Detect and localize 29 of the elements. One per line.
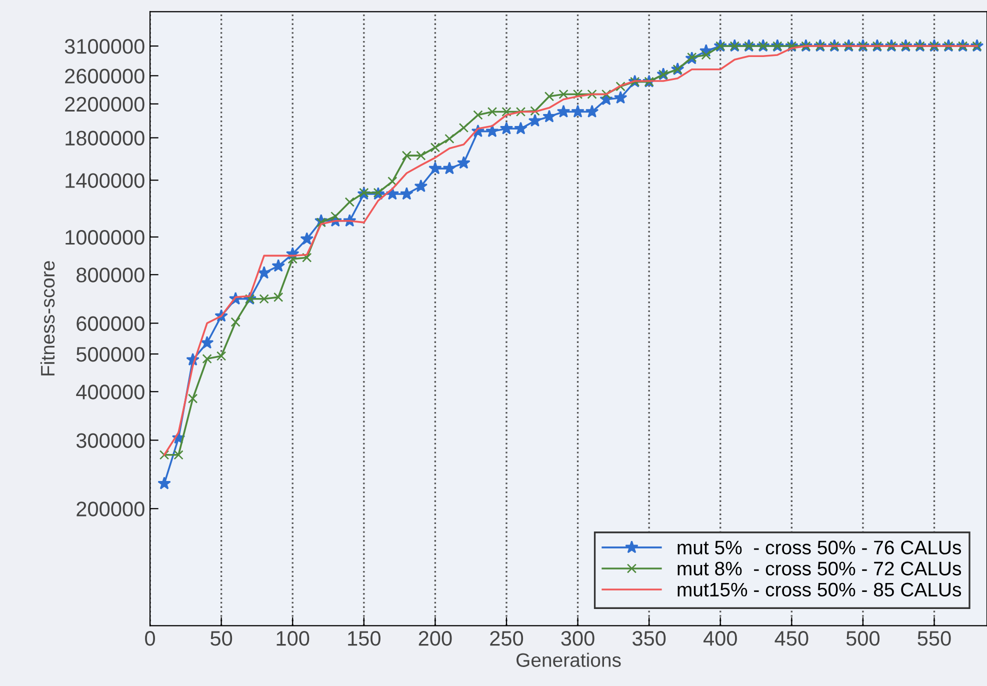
x-tick-label: 500 <box>846 631 880 646</box>
y-tick-label: 2600000 <box>65 68 144 84</box>
x-tick-label: 0 <box>145 631 156 646</box>
x-tick-label: 400 <box>703 631 737 646</box>
legend-label: mut 5% - cross 50% - 76 CALUs <box>678 540 962 554</box>
x-tick-label: 550 <box>918 631 951 646</box>
y-tick-label: 2200000 <box>65 96 144 112</box>
legend-label: mut15% - cross 50% - 85 CALUs <box>678 582 962 597</box>
x-axis-title: Generations <box>516 652 621 667</box>
x-tick-label: 350 <box>632 631 666 646</box>
y-axis-title: Fitness-score <box>40 261 55 376</box>
x-tick-label: 300 <box>561 631 594 646</box>
x-tick-label: 200 <box>418 631 452 646</box>
y-tick-label: 200000 <box>76 502 144 516</box>
y-tick-label: 1400000 <box>66 173 144 188</box>
x-tick-label: 100 <box>276 631 310 646</box>
y-tick-label: 3100000 <box>64 39 144 54</box>
legend-label: mut 8% - cross 50% - 72 CALUs <box>678 562 962 576</box>
x-tick-label: 450 <box>774 631 808 646</box>
x-tick-label: 150 <box>348 631 380 646</box>
y-tick-label: 400000 <box>76 384 144 400</box>
y-tick-label: 500000 <box>76 346 144 362</box>
y-tick-label: 800000 <box>76 268 144 282</box>
x-tick-label: 50 <box>210 631 232 646</box>
x-tick-label: 250 <box>490 631 524 646</box>
y-tick-label: 300000 <box>76 433 144 448</box>
y-tick-label: 1800000 <box>66 130 144 146</box>
y-tick-label: 600000 <box>76 316 144 331</box>
y-tick-label: 1000000 <box>66 230 144 245</box>
